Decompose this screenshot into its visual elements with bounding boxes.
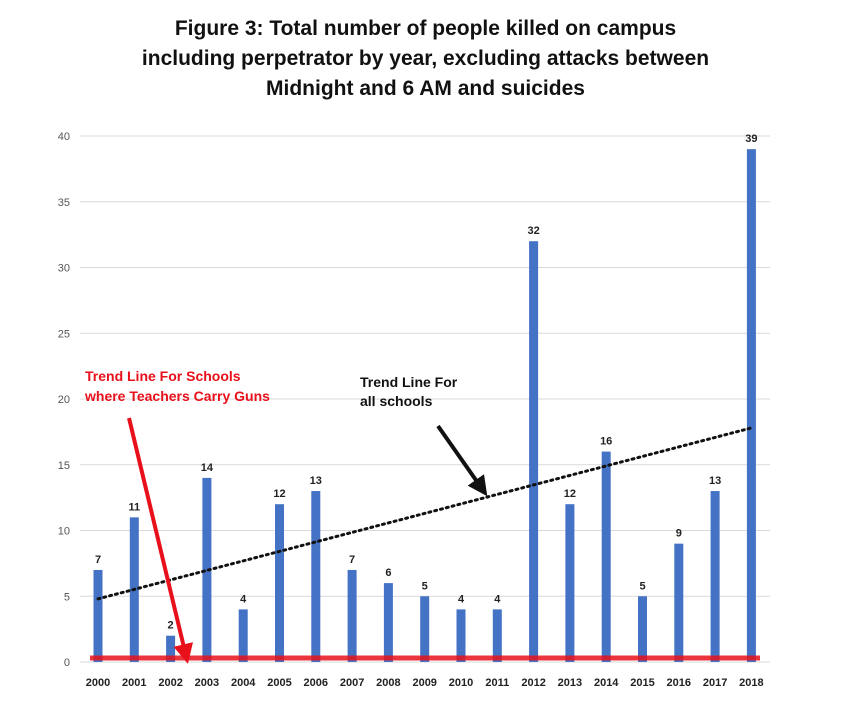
- x-tick-label: 2018: [739, 677, 763, 689]
- all-schools-arrow: [436, 424, 488, 497]
- y-tick-label: 40: [58, 131, 70, 143]
- y-axis: 0 5 10 15 20 25 30 35 40: [58, 131, 70, 669]
- data-label: 12: [564, 488, 576, 500]
- bar: [347, 569, 357, 662]
- data-label: 13: [310, 475, 322, 487]
- teachers-guns-label-line-2: where Teachers Carry Guns: [84, 388, 270, 404]
- bar: [710, 491, 720, 662]
- teachers-guns-label-line-1: Trend Line For Schools: [85, 368, 241, 384]
- y-tick-label: 0: [64, 657, 70, 669]
- bar: [492, 609, 502, 662]
- y-tick-label: 20: [58, 394, 70, 406]
- data-label: 9: [676, 528, 682, 540]
- data-label: 39: [745, 133, 757, 145]
- data-label: 7: [95, 554, 101, 566]
- data-label: 7: [349, 554, 355, 566]
- svg-text:Trend Line For Schools w: Trend Line For Schools where Teachers Ca…: [84, 368, 270, 404]
- x-tick-label: 2009: [412, 677, 436, 689]
- x-tick-label: 2010: [449, 677, 473, 689]
- x-tick-label: 2000: [86, 677, 110, 689]
- x-tick-label: 2014: [594, 677, 619, 689]
- bar: [565, 504, 575, 662]
- x-tick-label: 2002: [158, 677, 182, 689]
- data-label: 6: [385, 567, 391, 579]
- bar: [420, 596, 430, 662]
- bar: [311, 491, 321, 662]
- all-schools-label-line-2: all schools: [360, 393, 433, 409]
- x-tick-label: 2004: [231, 677, 256, 689]
- chart-title-line-2: including perpetrator by year, excluding…: [141, 47, 710, 70]
- x-axis: 2000 2001 2002 2003 2004 2005 2006 2007 2008 2009…: [86, 677, 764, 689]
- data-label: 12: [273, 488, 285, 500]
- bar: [383, 583, 393, 662]
- data-label: 14: [201, 462, 214, 474]
- data-label: 4: [494, 593, 501, 605]
- x-tick-label: 2012: [521, 677, 545, 689]
- bar: [601, 451, 611, 662]
- data-label: 32: [527, 225, 539, 237]
- teachers-guns-arrow: [127, 417, 193, 664]
- bar: [529, 241, 539, 662]
- svg-text:Trend Line For all schoo: Trend Line For all schools: [360, 374, 461, 409]
- all-schools-annotation: Trend Line For all schools: [360, 374, 488, 497]
- bar: [166, 635, 176, 662]
- data-labels: 7 11 2 14 4 12 13 7 6 5 4 4 32 12 16 5 9 13 39: [95, 133, 758, 632]
- x-tick-label: 2008: [376, 677, 400, 689]
- data-label: 2: [168, 620, 174, 632]
- data-label: 5: [639, 580, 645, 592]
- x-tick-label: 2005: [267, 677, 291, 689]
- x-tick-label: 2011: [485, 677, 509, 689]
- data-label: 13: [709, 475, 721, 487]
- x-tick-label: 2016: [667, 677, 691, 689]
- x-tick-label: 2017: [703, 677, 727, 689]
- all-schools-trend-line: [96, 426, 753, 601]
- x-tick-label: 2013: [558, 677, 582, 689]
- data-label: 16: [600, 436, 612, 448]
- y-tick-label: 10: [58, 526, 70, 538]
- bar: [746, 149, 756, 662]
- all-schools-label-line-1: Trend Line For: [360, 374, 458, 390]
- teachers-guns-annotation: Trend Line For Schools where Teachers Ca…: [84, 368, 270, 664]
- bar: [275, 504, 284, 662]
- y-tick-label: 25: [58, 328, 70, 340]
- y-tick-label: 15: [58, 460, 70, 472]
- trend-lines: [90, 426, 760, 661]
- x-tick-label: 2015: [630, 677, 654, 689]
- bar: [674, 543, 684, 662]
- bar: [93, 569, 103, 662]
- y-tick-label: 30: [58, 263, 70, 275]
- x-tick-label: 2001: [122, 677, 146, 689]
- x-tick-label: 2003: [195, 677, 219, 689]
- data-label: 4: [240, 593, 247, 605]
- x-tick-label: 2007: [340, 677, 364, 689]
- data-label: 5: [422, 580, 428, 592]
- bar: [456, 609, 466, 662]
- chart-title-line-3: Midnight and 6 AM and suicides: [266, 77, 585, 100]
- y-tick-label: 5: [64, 591, 70, 603]
- bar: [238, 609, 248, 662]
- x-tick-label: 2006: [304, 677, 328, 689]
- data-label: 4: [458, 593, 465, 605]
- chart-title: Figure 3: Total number of people killed …: [0, 14, 851, 104]
- bar: [638, 596, 647, 662]
- chart-title-line-1: Figure 3: Total number of people killed …: [174, 17, 677, 40]
- y-tick-label: 35: [58, 197, 70, 209]
- data-label: 11: [128, 501, 140, 513]
